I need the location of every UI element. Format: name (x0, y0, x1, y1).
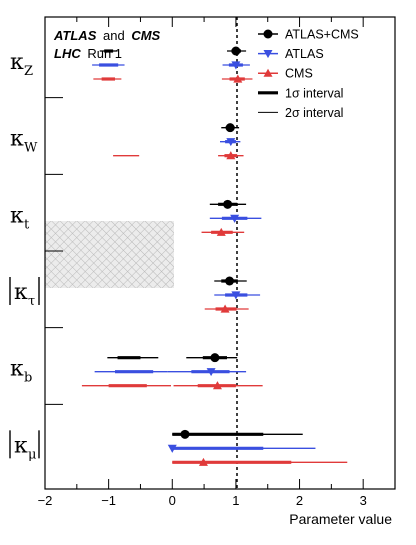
row-label-sub-W: W (24, 141, 38, 156)
data-marks (45, 46, 348, 466)
and-label: and (103, 28, 125, 43)
cms-best-fit-point (226, 151, 236, 160)
x-tick-label: 1 (232, 493, 239, 508)
x-tick-label: 3 (360, 493, 367, 508)
atlas_cms-best-fit-point (231, 46, 241, 56)
legend-label-two_sigma: 2σ interval (285, 106, 343, 120)
row-W-group (113, 123, 244, 160)
row-label-sub-t: t (24, 217, 30, 232)
cms-best-fit-point (198, 457, 208, 466)
atlas_cms-best-fit-point (225, 276, 235, 286)
row-Z-group (92, 46, 253, 83)
legend-marker-atlas_cms (263, 29, 273, 39)
atlas-best-fit-point (231, 61, 241, 70)
row-t-group (201, 199, 262, 236)
x-tick-label: −2 (38, 493, 53, 508)
row-label-μ: κ (14, 433, 28, 458)
row-label-W: κ (10, 127, 24, 152)
row-μ-group (167, 429, 348, 466)
x-tick-label: 0 (169, 493, 176, 508)
row-labels: κ Zκ Wκ tκ τκ bκ μ (9, 50, 40, 462)
atlas_cms-best-fit-point (180, 429, 190, 439)
row-label-τ: κ (14, 280, 28, 305)
lhc-label: LHC (54, 46, 81, 61)
legend: ATLAS+CMS ATLAS CMS 1σ interval 2σ interval (258, 28, 359, 120)
atlas-best-fit-point (206, 368, 216, 377)
cms-label: CMS (131, 28, 160, 43)
row-label-b: κ (10, 357, 24, 382)
x-tick-label: 2 (296, 493, 303, 508)
atlas_cms-best-fit-point (223, 199, 233, 209)
cms-best-fit-point (212, 381, 222, 390)
x-axis-label: Parameter value (289, 511, 392, 527)
legend-marker-cms (263, 68, 273, 77)
atlas-best-fit-point (167, 444, 177, 453)
atlas-label: ATLAS (53, 28, 97, 43)
legend-label-cms: CMS (285, 67, 313, 81)
legend-label-atlas: ATLAS (285, 47, 324, 61)
atlas-best-fit-point (230, 214, 240, 223)
row-label-Z: κ (10, 50, 24, 75)
legend-label-atlas_cms: ATLAS+CMS (285, 28, 359, 42)
row-label-sub-b: b (24, 371, 32, 386)
x-axis: −2 −1 0 1 2 3 (38, 17, 396, 508)
legend-marker-atlas (263, 50, 273, 59)
atlas-best-fit-point (226, 138, 236, 147)
row-b-group (81, 353, 263, 390)
cms-best-fit-point (233, 74, 243, 83)
svg-text:LHC Run 1: LHC Run 1 (54, 46, 122, 61)
row-label-sub-Z: Z (24, 64, 33, 79)
cms-best-fit-point (216, 227, 226, 236)
row-label-sub-μ: μ (28, 447, 36, 462)
x-tick-label: −1 (101, 493, 116, 508)
plot-frame (44, 16, 396, 490)
svg-text:ATLAS and CMS: ATLAS and CMS (53, 28, 161, 43)
experiment-label: ATLAS and CMS LHC Run 1 (53, 28, 161, 61)
legend-label-one_sigma: 1σ interval (285, 86, 343, 100)
run-label: Run 1 (87, 46, 122, 61)
atlas_cms-best-fit-point (225, 123, 235, 133)
atlas-best-fit-point (231, 291, 241, 300)
row-τ-group (204, 276, 261, 313)
excluded-region-crosshatch (45, 221, 174, 288)
row-label-sub-τ: τ (28, 294, 35, 309)
atlas_cms-best-fit-point (210, 353, 220, 363)
cms-best-fit-point (220, 304, 230, 313)
row-label-t: κ (10, 203, 24, 228)
